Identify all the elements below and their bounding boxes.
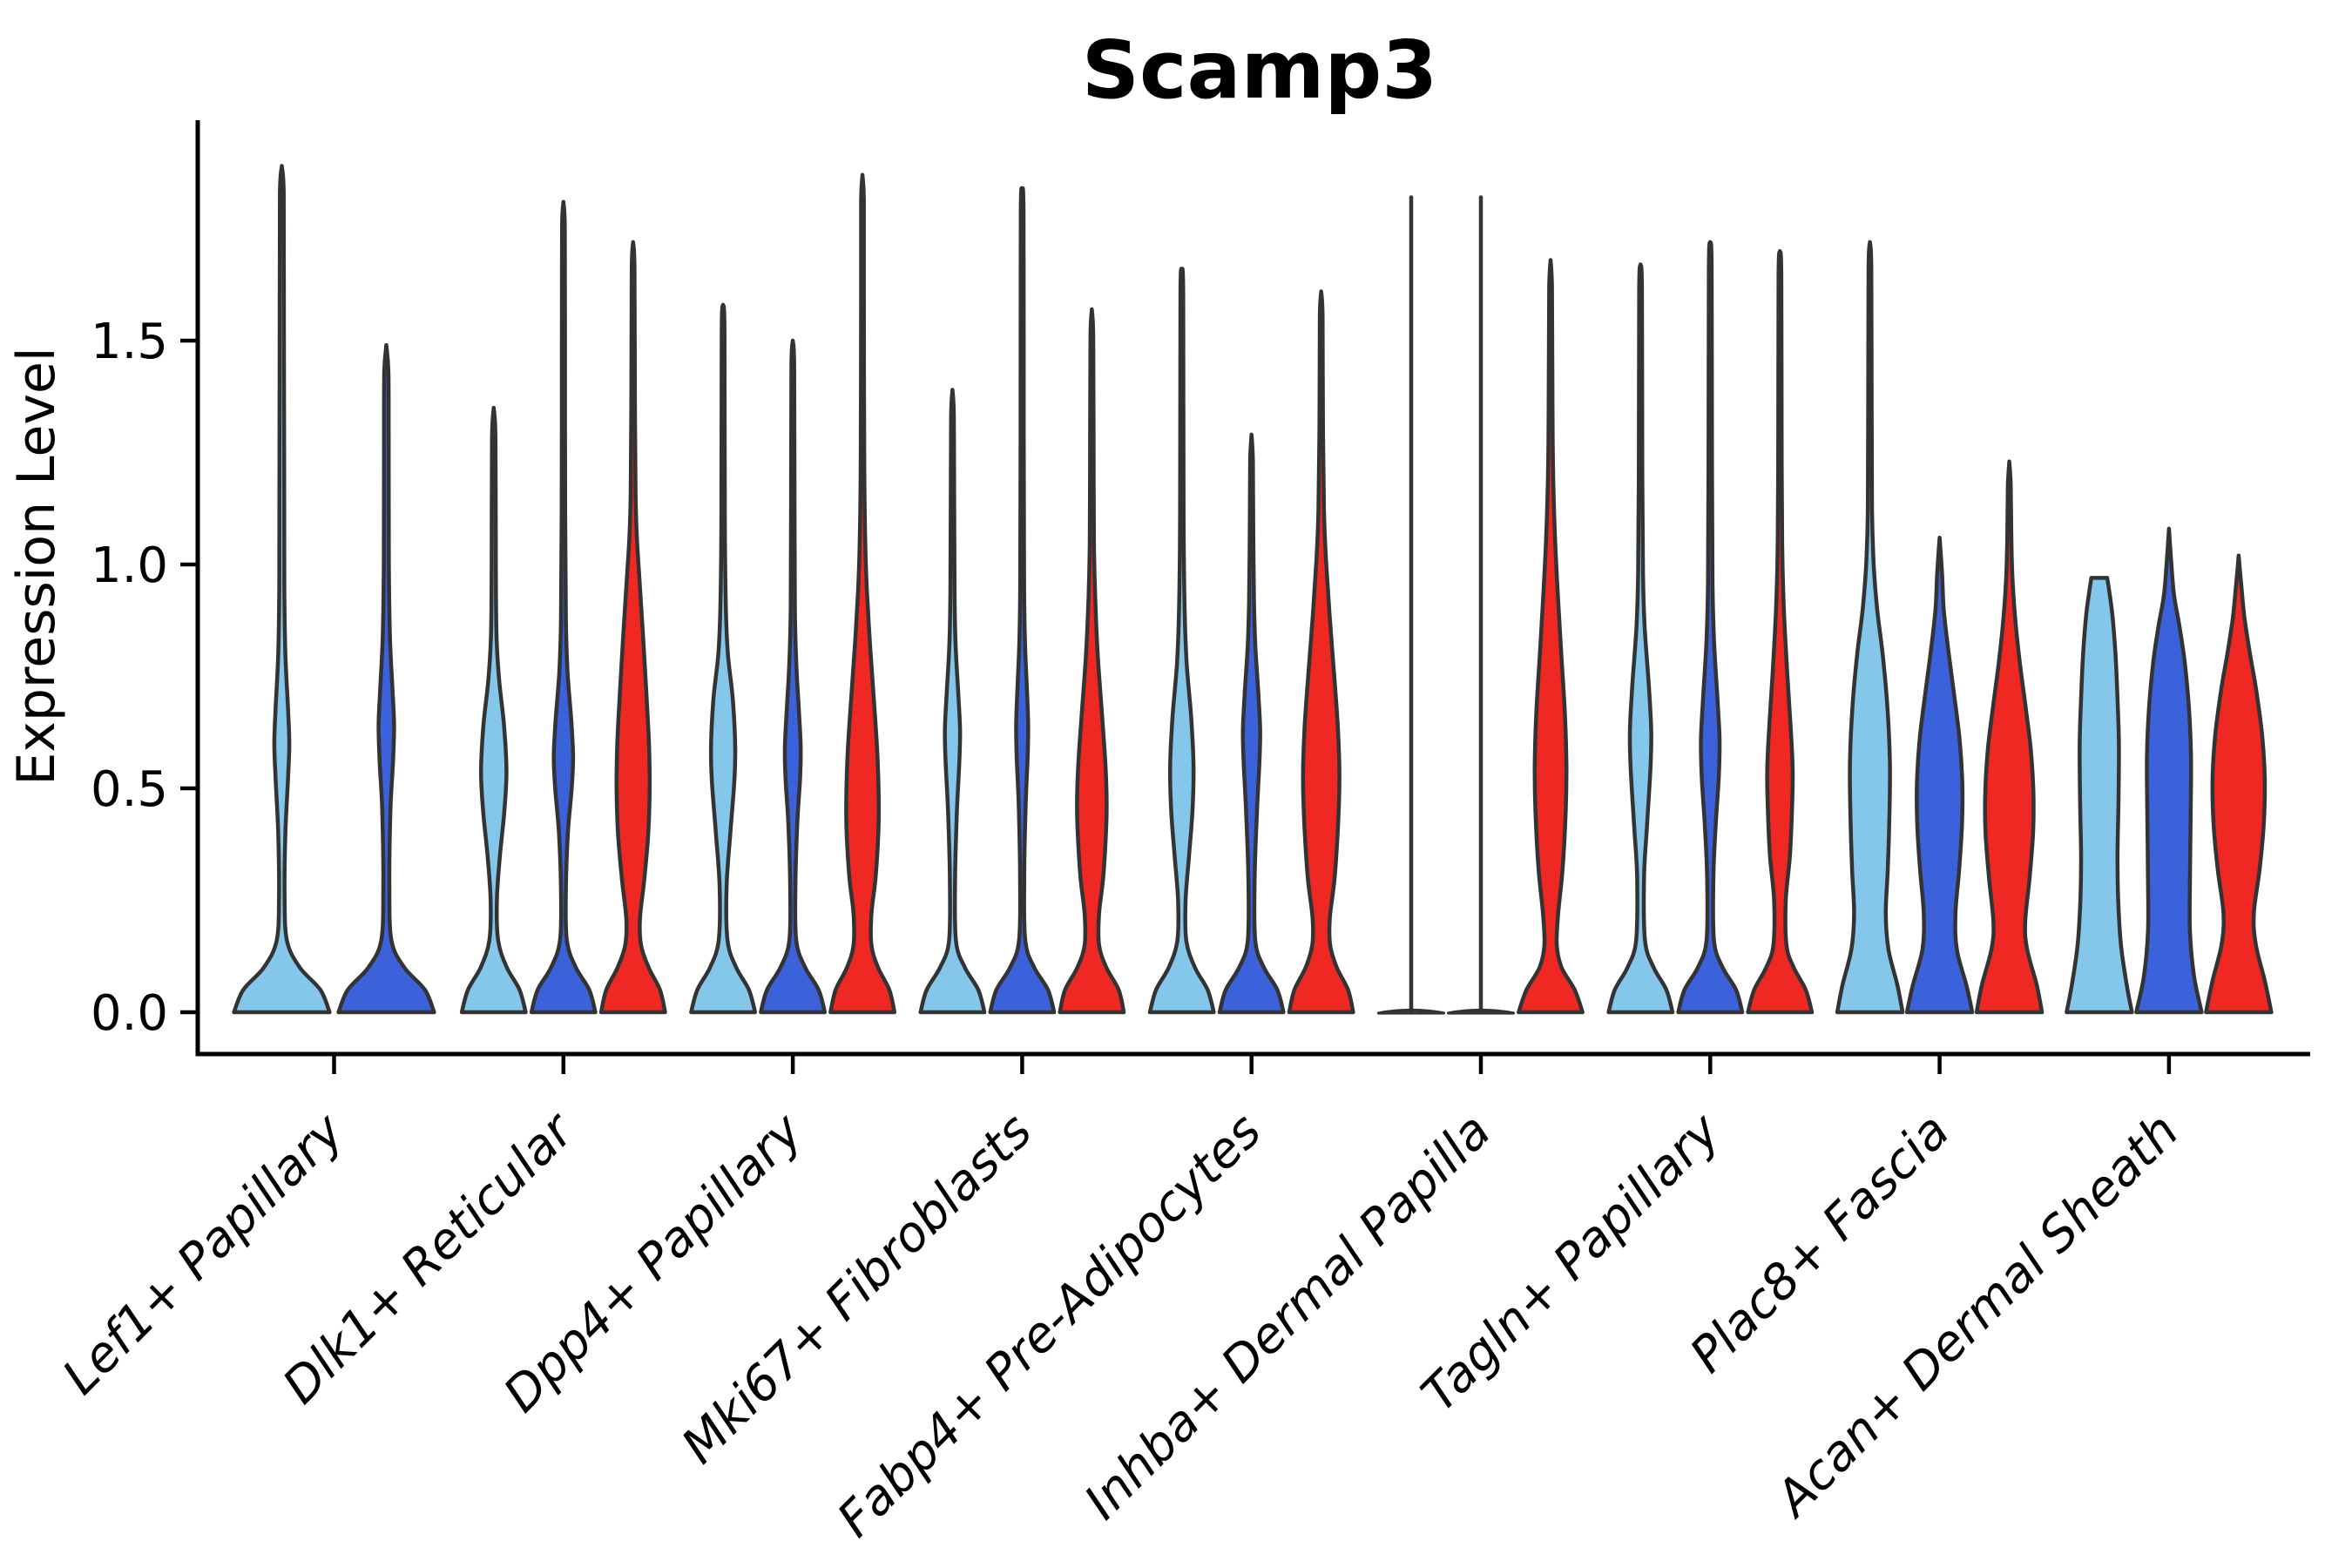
violin-g4-v0-light_blue [1147,267,1216,1015]
violin-g4-v2-red [1287,289,1355,1015]
violin-g0-v1-dark_blue [336,342,436,1015]
violin-g8-v0-light_blue [2065,576,2134,1015]
violin-g7-v0-light_blue [1835,240,1905,1015]
violin-g7-v1-dark_blue [1904,535,1975,1015]
violin-g1-v0-light_blue [459,405,528,1015]
x-tick-label-4: Fabp4+ Pre-Adipocytes [827,1103,1272,1548]
violin-g0-v0-light_blue [232,164,332,1015]
violin-g2-v2-red [828,172,897,1015]
violin-g3-v0-light_blue [918,388,987,1015]
x-tick-label-8: Acan+ Dermal Sheath [1764,1103,2190,1529]
x-tick-label-5: Inhba+ Dermal Papilla [1074,1103,1502,1531]
chart-title: Scamp3 [1082,24,1438,117]
y-tick-label-3: 1.5 [91,314,168,370]
violin-g7-v2-red [1974,459,2044,1015]
violin-g6-v2-red [1746,248,1815,1015]
violin-g5-v2-red [1517,258,1585,1015]
violin-g8-v1-dark_blue [2134,526,2204,1015]
y-tick-label-1: 0.5 [91,761,168,818]
violin-g2-v0-light_blue [689,302,758,1015]
violin-g3-v2-red [1058,307,1126,1015]
violin-layer [232,164,2274,1015]
violin-g1-v2-red [598,240,667,1015]
y-tick-label-2: 1.0 [91,537,168,594]
violin-g2-v1-dark_blue [759,338,828,1015]
violin-g4-v1-dark_blue [1217,432,1286,1015]
violin-g8-v2-red [2204,553,2274,1015]
violin-g6-v1-dark_blue [1676,240,1745,1015]
violin-g3-v1-dark_blue [988,186,1057,1015]
violin-g6-v0-light_blue [1606,262,1675,1015]
violin-g1-v1-dark_blue [529,199,598,1015]
y-axis-label: Expression Level [6,347,67,785]
y-tick-label-0: 0.0 [91,985,168,1042]
